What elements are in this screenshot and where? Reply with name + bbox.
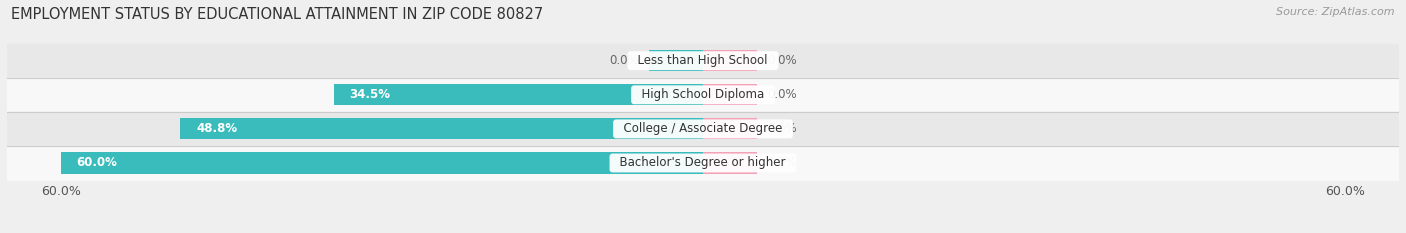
Text: Bachelor's Degree or higher: Bachelor's Degree or higher bbox=[613, 157, 793, 169]
Text: EMPLOYMENT STATUS BY EDUCATIONAL ATTAINMENT IN ZIP CODE 80827: EMPLOYMENT STATUS BY EDUCATIONAL ATTAINM… bbox=[11, 7, 544, 22]
Bar bbox=[703, 152, 756, 174]
Bar bbox=[60, 152, 703, 174]
Text: Source: ZipAtlas.com: Source: ZipAtlas.com bbox=[1277, 7, 1395, 17]
Text: 0.0%: 0.0% bbox=[768, 157, 797, 169]
Bar bbox=[7, 78, 1399, 112]
Text: 0.0%: 0.0% bbox=[768, 54, 797, 67]
Text: 60.0%: 60.0% bbox=[76, 157, 118, 169]
Text: Less than High School: Less than High School bbox=[630, 54, 776, 67]
Bar bbox=[7, 112, 1399, 146]
Bar bbox=[650, 50, 703, 71]
Bar bbox=[180, 118, 703, 140]
Bar bbox=[7, 44, 1399, 78]
Bar bbox=[333, 84, 703, 105]
Text: 0.0%: 0.0% bbox=[609, 54, 638, 67]
Text: College / Associate Degree: College / Associate Degree bbox=[616, 122, 790, 135]
Text: 0.0%: 0.0% bbox=[768, 122, 797, 135]
Bar bbox=[703, 84, 756, 105]
Text: 34.5%: 34.5% bbox=[350, 88, 391, 101]
Text: High School Diploma: High School Diploma bbox=[634, 88, 772, 101]
Bar bbox=[703, 50, 756, 71]
Text: 48.8%: 48.8% bbox=[197, 122, 238, 135]
Bar bbox=[7, 146, 1399, 180]
Bar bbox=[703, 118, 756, 140]
Text: 0.0%: 0.0% bbox=[768, 88, 797, 101]
